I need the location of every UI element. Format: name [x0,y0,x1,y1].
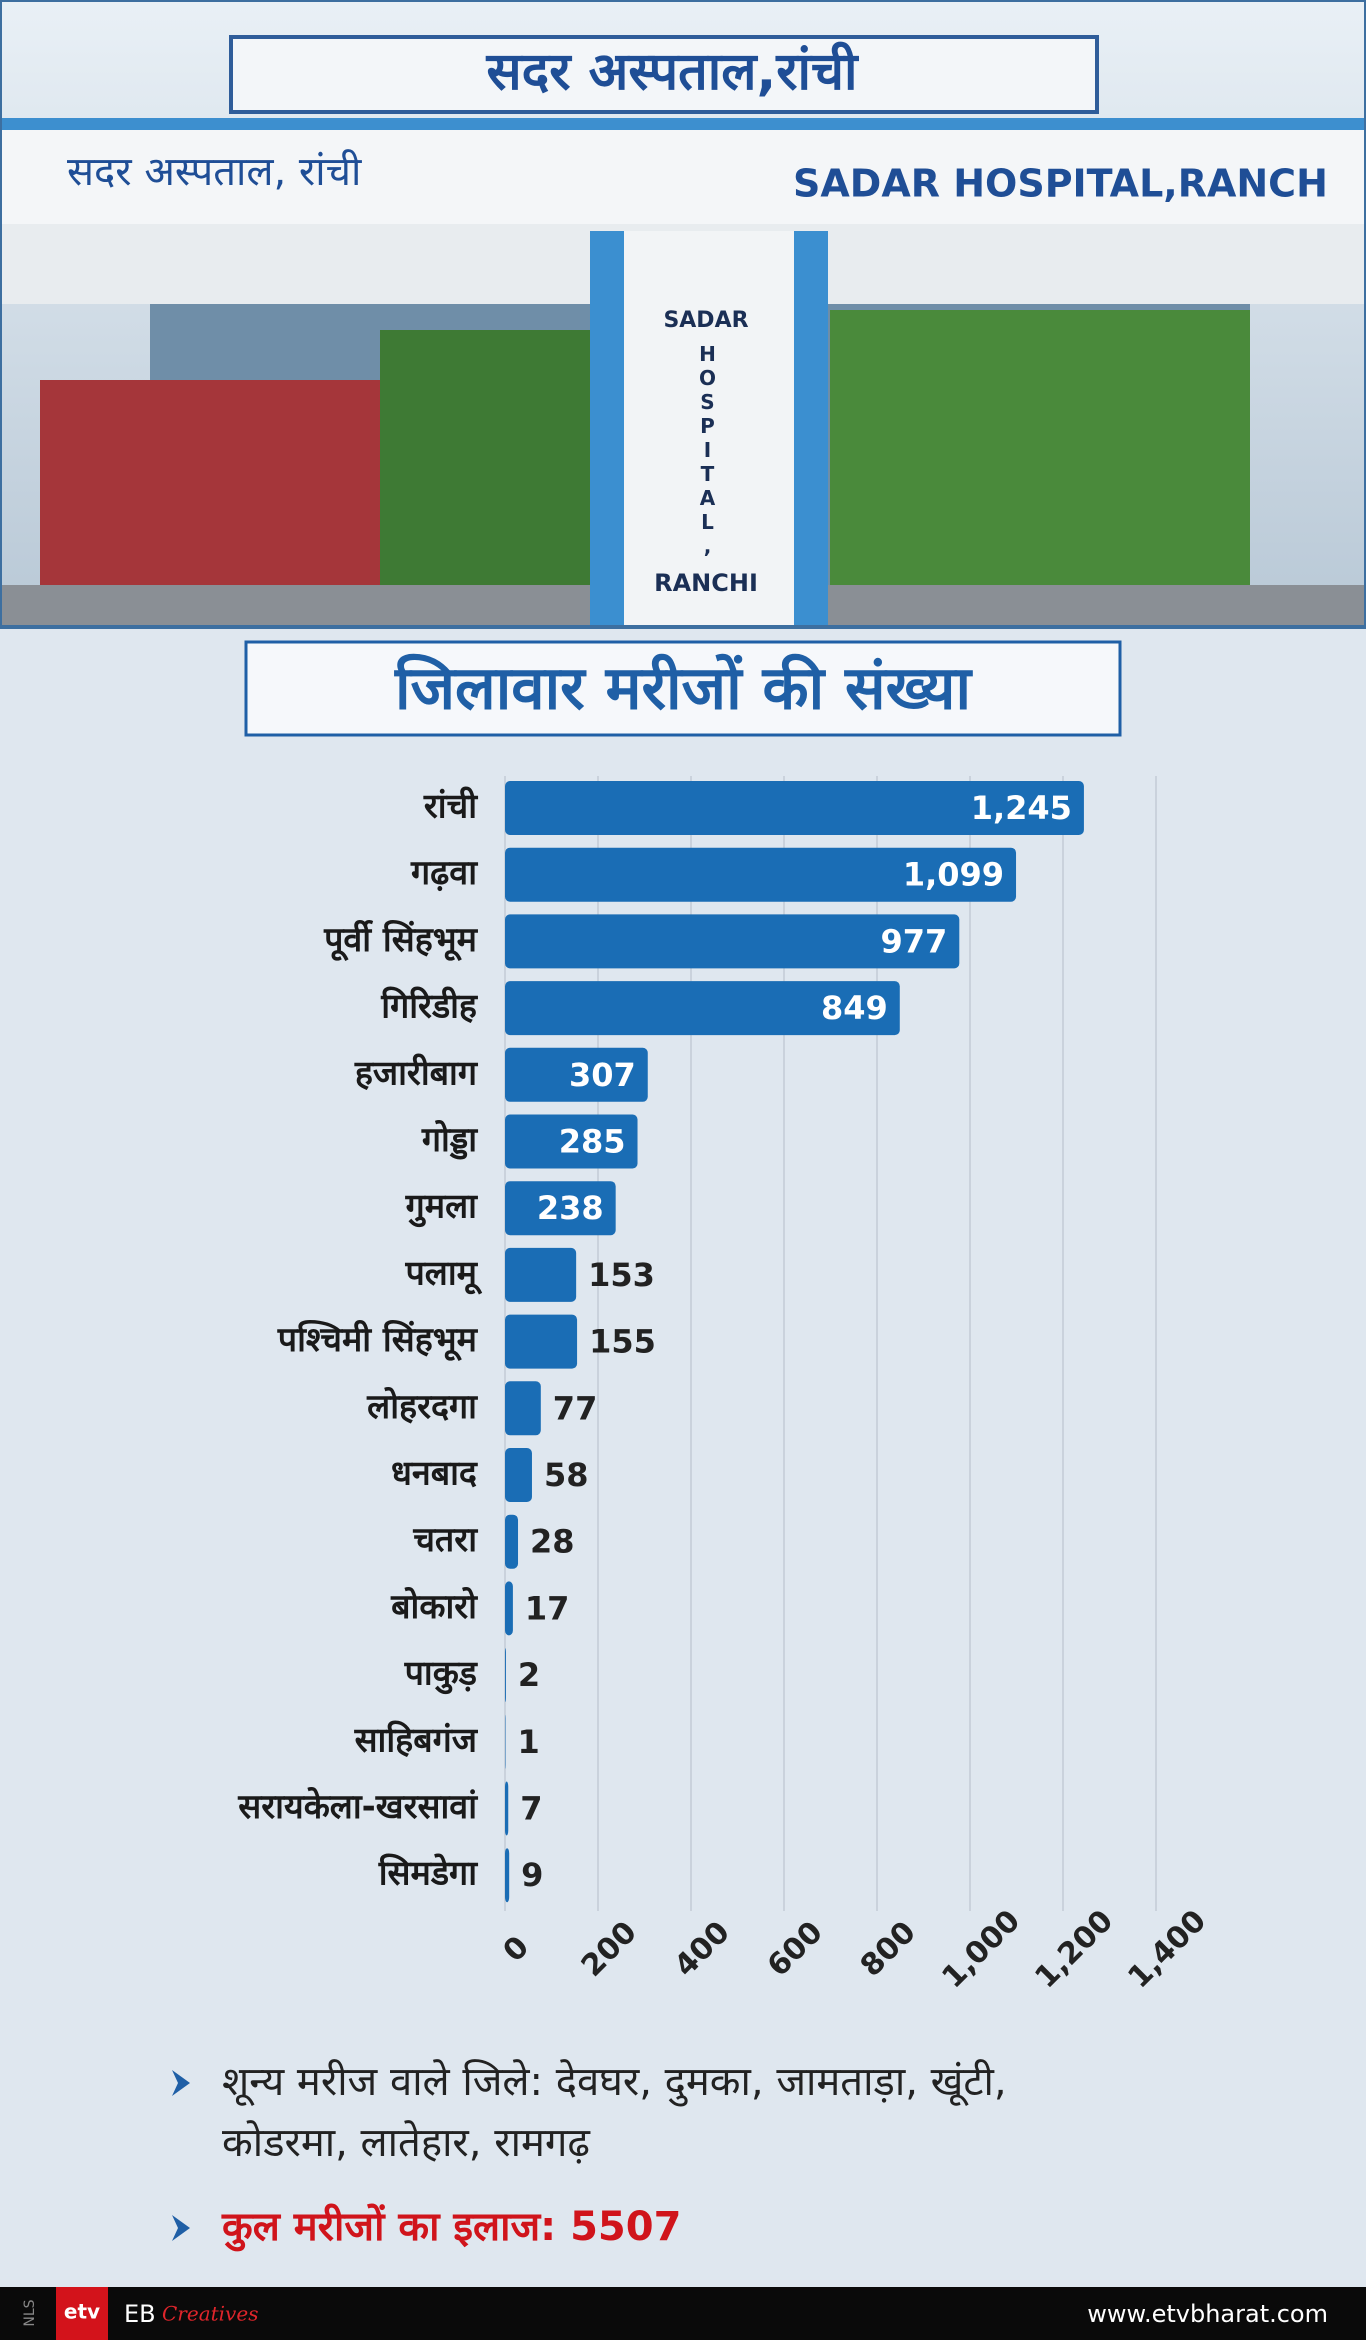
site: www.etvbharat.com [1087,2300,1328,2328]
footer: NLS etv EB Creatives www.etvbharat.com [0,2287,1366,2340]
value-label: 7 [520,1790,542,1828]
y-tick-label: पूर्वी सिंहभूम [323,919,479,962]
title-box [244,640,1122,737]
fascia [0,118,1366,226]
value-label: 17 [525,1589,570,1627]
y-tick-label: लोहरदगा [366,1386,478,1427]
logo-text: etv [64,2300,100,2324]
photo-frame [0,0,1366,629]
y-tick-label: गढ़वा [410,853,478,893]
pillar-stripe [794,231,828,627]
sign-text: सदर अस्पताल, रांची [67,149,362,195]
bar [505,1848,510,1903]
fascia-stripe [0,118,1366,130]
y-tick-label: हजारीबाग [354,1052,479,1093]
footer-side: NLS [22,2299,38,2326]
sign-text: SADAR HOSPITAL,RANCH [793,162,1328,206]
value-label: 155 [589,1323,656,1361]
value-label: 1,245 [971,789,1072,827]
bar [505,1781,509,1836]
top-board [229,35,1099,114]
y-tick-label: सिमडेगा [378,1853,478,1894]
sign-text: SADAR [663,308,748,333]
bullet [172,2215,190,2241]
chart-title: जिलावार मरीजों की संख्या [394,654,973,724]
value-label: 58 [544,1456,589,1494]
bar [505,1181,616,1236]
y-tick-label: पश्चिमी सिंहभूम [277,1319,479,1362]
gate-pillar [590,231,828,627]
value-label: 153 [588,1256,655,1294]
value-label: 285 [559,1123,626,1161]
note-text: कोडरमा, लातेहार, रामगढ़ [222,2120,591,2166]
y-tick-label: गोड्डा [421,1119,478,1160]
y-tick-label: पाकुड़ [404,1654,479,1695]
total-text: कुल मरीजों का इलाज: 5507 [221,2203,681,2252]
value-label: 1,099 [903,856,1004,894]
sign-text: RANCHI [654,569,758,597]
bar [505,1648,506,1703]
y-tick-label: चतरा [412,1520,478,1560]
y-tick-label: पलामू [404,1253,483,1295]
bar [505,981,900,1036]
brand: EB [124,2300,156,2328]
value-label: 238 [537,1189,604,1227]
bar [505,1448,532,1502]
sign-text: सदर अस्पताल,रांची [486,41,861,102]
y-tick-label: गिरिडीह [380,986,479,1027]
bar [505,847,1017,902]
y-tick-label: धनबाद [391,1454,478,1494]
bullet [172,2070,190,2096]
bar [505,1381,541,1436]
footer-bar [0,2287,1366,2340]
bar [505,914,960,969]
trees [380,330,610,610]
y-tick-label: बोकारो [390,1586,478,1627]
y-tick-label: सरायकेला-खरसावां [237,1786,478,1827]
bar [505,1314,578,1369]
note-text: शून्य मरीज वाले जिले: देवघर, दुमका, जामत… [222,2059,1007,2107]
logo-box [56,2287,108,2340]
y-tick-label: गुमला [405,1187,479,1228]
bar [505,1047,648,1102]
value-label: 1 [517,1723,539,1761]
value-label: 307 [569,1056,636,1094]
bar [505,1247,577,1302]
value-label: 77 [553,1389,598,1427]
bar [505,1514,519,1569]
photo: सदर अस्पताल,रांची सदर अस्पताल, रांची SAD… [0,0,1366,629]
y-tick-label: रांची [423,786,478,827]
value-label: 849 [821,989,888,1027]
value-label: 28 [530,1523,575,1561]
value-label: 9 [521,1856,543,1894]
y-tick-label: साहिबगंज [354,1719,479,1760]
bar [505,1581,513,1636]
red-building [40,380,400,600]
sign-text: HOSPITAL, [696,342,720,558]
bar [505,781,1084,835]
value-label: 977 [881,922,948,960]
bar [505,1114,638,1169]
trees [830,310,1250,620]
pillar-stripe [590,231,624,627]
value-label: 2 [518,1656,540,1694]
brand-sub: Creatives [162,2302,258,2326]
